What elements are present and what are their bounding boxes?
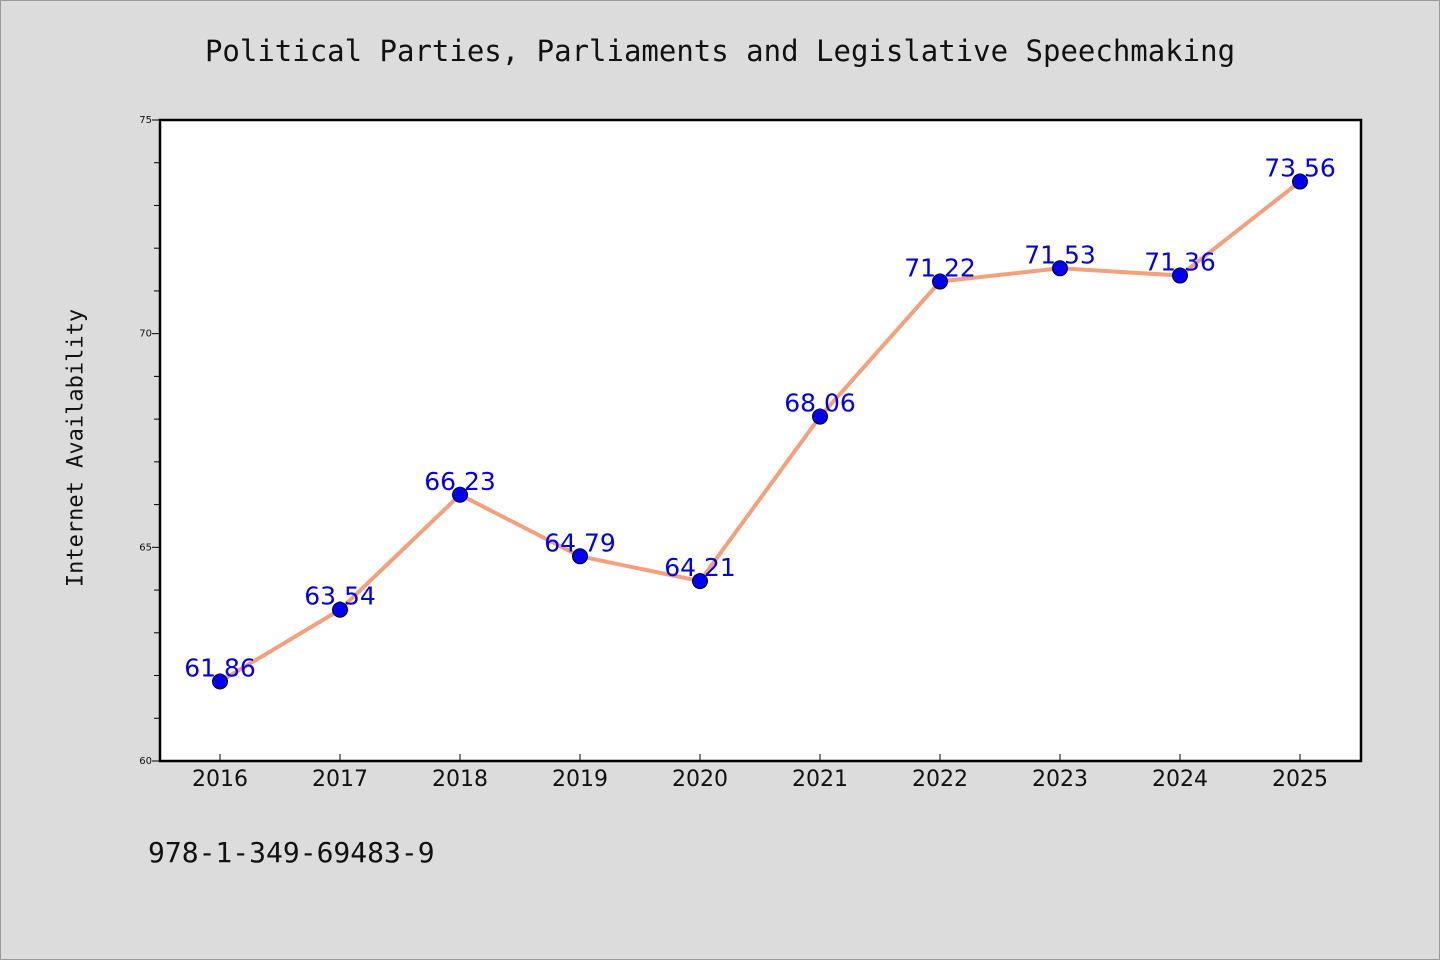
chart-title: Political Parties, Parliaments and Legis… [204,34,1236,68]
data-point [1292,173,1308,190]
series-line [218,179,1302,684]
y-tick-label: 60 [139,756,152,767]
x-tick-label: 2020 [672,767,728,792]
data-label: 71.53 [1024,240,1096,269]
axis-ticks: 2016 2017 2018 2019 2020 2021 2022 2023 2024 2025… [139,115,1328,792]
x-tick-label: 2021 [792,767,848,792]
y-tick-label: 65 [139,542,152,553]
x-tick-label: 2025 [1272,767,1328,792]
y-tick-label: 70 [139,329,152,340]
data-point [452,486,468,503]
data-point [332,601,348,618]
data-label: 63.54 [304,582,376,611]
data-label: 73.56 [1264,154,1336,183]
data-label: 64.79 [544,528,616,557]
plot-frame [158,118,1363,763]
data-label: 68.06 [784,389,856,418]
x-tick-label: 2022 [912,767,968,792]
data-label: 66.23 [424,467,496,496]
data-label: 71.22 [904,254,976,283]
data-label: 71.36 [1144,248,1216,277]
x-tick-label: 2018 [432,767,488,792]
data-point [212,673,228,690]
x-tick-label: 2017 [312,767,368,792]
data-labels: 61.86 63.54 66.23 64.79 64.21 68.06 71.22 71.53… [184,154,1336,683]
x-tick-label: 2016 [192,767,248,792]
data-point [1172,267,1188,284]
x-tick-label: 2023 [1032,767,1088,792]
isbn-text: 978-1-349-69483-9 [148,836,435,869]
data-point [1052,260,1068,277]
x-tick-label: 2024 [1152,767,1208,792]
plot-area [160,120,1361,761]
data-label: 64.21 [664,553,736,582]
data-label: 61.86 [184,654,256,683]
data-points [212,173,1308,690]
data-point [692,573,708,590]
data-point [812,408,828,425]
x-tick-label: 2019 [552,767,608,792]
data-point [932,273,948,290]
y-tick-label: 75 [139,115,152,126]
data-point [572,548,588,565]
